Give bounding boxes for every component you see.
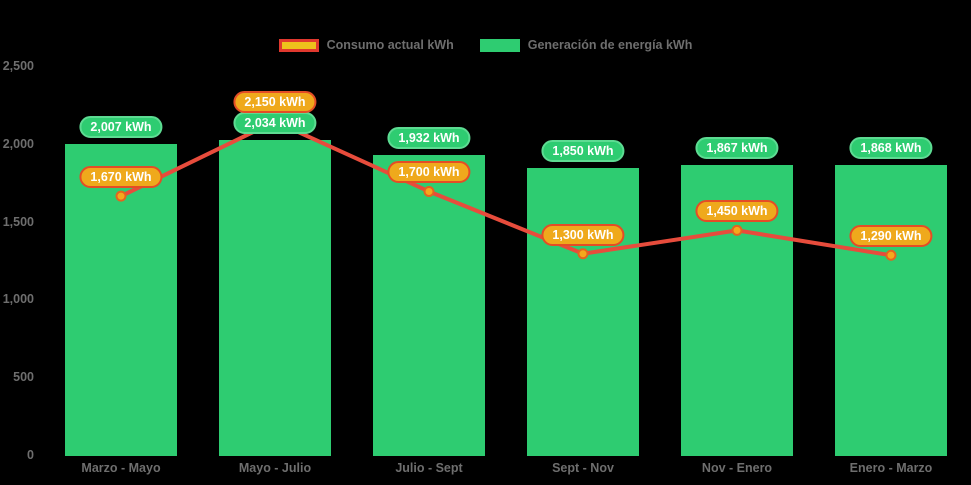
y-tick-label: 1,000 [2,292,34,307]
x-category-label: Enero - Marzo [849,461,933,475]
bar-generacion[interactable] [835,165,947,456]
line-value-label: 1,450 kWh [695,200,779,223]
bar-generacion[interactable] [219,139,331,456]
y-tick-label: 1,500 [2,214,34,229]
y-tick-label: 500 [13,370,34,385]
bar-value-label: 2,007 kWh [79,115,163,138]
y-tick-label: 2,000 [2,136,34,151]
bar-value-label: 2,034 kWh [233,111,317,134]
line-value-label: 2,150 kWh [233,91,317,114]
bar-value-label: 1,867 kWh [695,137,779,160]
y-tick-label: 2,500 [2,59,34,73]
bar-value-label: 1,932 kWh [387,127,471,150]
bar-generacion[interactable] [527,168,639,456]
legend-item-consumo[interactable]: Consumo actual kWh [278,38,454,52]
x-category-label: Sept - Nov [552,461,614,475]
bar-generacion[interactable] [373,155,485,456]
x-category-label: Nov - Enero [701,461,773,475]
bar-value-label: 1,868 kWh [849,137,933,160]
bar-generacion[interactable] [65,143,177,456]
x-category-label: Marzo - Mayo [81,461,161,475]
line-value-label: 1,700 kWh [387,161,471,184]
legend-label-generacion: Generación de energía kWh [527,38,693,52]
consumo-swatch-icon [278,38,319,52]
legend-label-consumo: Consumo actual kWh [326,38,454,52]
x-category-label: Mayo - Julio [238,461,312,475]
generacion-swatch-icon [479,38,520,52]
chart-legend: Consumo actual kWh Generación de energía… [0,38,971,52]
x-category-label: Julio - Sept [395,461,463,475]
y-tick-label: 0 [27,448,34,462]
line-value-label: 1,670 kWh [79,166,163,189]
bar-value-label: 1,850 kWh [541,140,625,163]
line-value-label: 1,290 kWh [849,225,933,248]
line-value-label: 1,300 kWh [541,223,625,246]
legend-item-generacion[interactable]: Generación de energía kWh [479,38,693,52]
